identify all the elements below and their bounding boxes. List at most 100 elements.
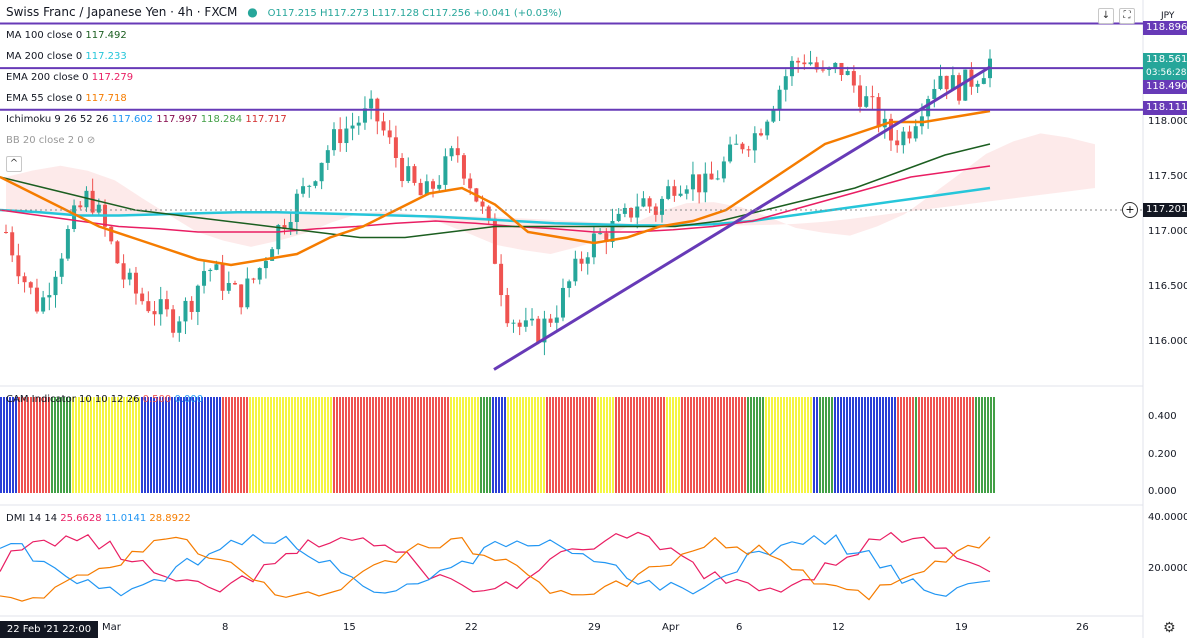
cam-bar	[426, 397, 428, 493]
cam-bar	[579, 397, 581, 493]
cam-bar	[399, 397, 401, 493]
cam-bar	[942, 397, 944, 493]
cam-bar	[930, 397, 932, 493]
cam-bar	[444, 397, 446, 493]
candle-body	[876, 97, 881, 128]
cam-bar	[168, 397, 170, 493]
candle-body	[344, 128, 349, 144]
cam-bar	[360, 397, 362, 493]
ema55-line	[0, 109, 991, 267]
legend-dmi[interactable]: DMI 14 14 25.6628 11.0141 28.8922	[6, 513, 191, 524]
cam-bar	[672, 397, 674, 493]
cam-bar	[321, 397, 323, 493]
candle-body	[158, 299, 163, 315]
candle-body	[511, 322, 516, 324]
eye-icon[interactable]: ●	[247, 5, 258, 19]
cam-bar	[543, 397, 545, 493]
legend-cam[interactable]: CAM Indicator 10 10 12 26 0.500 0.000	[6, 394, 204, 405]
cam-bar	[633, 397, 635, 493]
cam-bar	[69, 397, 71, 493]
cam-bar	[456, 397, 458, 493]
cam-bar	[495, 397, 497, 493]
legend-ma200[interactable]: MA 200 close 0 117.233	[6, 51, 127, 62]
cam-bar	[408, 397, 410, 493]
candle-body	[152, 311, 157, 315]
candle-body	[220, 264, 225, 291]
ema200-line	[0, 165, 991, 233]
cam-bar	[306, 397, 308, 493]
candle-body	[140, 293, 145, 302]
candle-body	[536, 318, 541, 343]
trendline[interactable]	[493, 65, 991, 371]
candle-body	[4, 232, 8, 233]
legend-bb[interactable]: BB 20 close 2 0 ⊘	[6, 135, 96, 146]
cam-bar	[960, 397, 962, 493]
cam-bar	[840, 397, 842, 493]
settings-icon[interactable]: ⚙	[1163, 620, 1176, 636]
candle-body	[461, 155, 466, 179]
cam-bar	[138, 397, 140, 493]
cam-bar	[675, 397, 677, 493]
candle-body	[319, 162, 324, 182]
cam-bar	[483, 397, 485, 493]
candle-body	[715, 178, 720, 180]
candle-body	[307, 185, 312, 187]
cam-bar	[876, 397, 878, 493]
cam-bar	[990, 397, 992, 493]
fullscreen-icon[interactable]: ⛶	[1119, 8, 1135, 24]
candle-body	[53, 276, 58, 296]
cam-bar	[813, 397, 815, 493]
cam-bar	[612, 397, 614, 493]
dmi-line	[0, 536, 991, 602]
time-tick: 6	[736, 622, 743, 633]
cam-bar	[411, 397, 413, 493]
candle-body	[901, 131, 906, 146]
candle-body	[740, 143, 745, 150]
cam-bar	[264, 397, 266, 493]
cam-bar	[6, 397, 8, 493]
cam-bar	[165, 397, 167, 493]
plus-icon[interactable]: +	[1122, 202, 1138, 218]
candle-body	[195, 285, 200, 312]
cam-bar	[939, 397, 941, 493]
cam-bar	[858, 397, 860, 493]
cam-bar	[687, 397, 689, 493]
cam-bar	[297, 397, 299, 493]
eye-off-icon[interactable]: ⊘	[86, 135, 96, 146]
cam-bar	[291, 397, 293, 493]
candle-body	[301, 186, 306, 194]
candle-body	[554, 317, 559, 323]
cam-bar	[420, 397, 422, 493]
cam-tick: 0.000	[1148, 486, 1177, 497]
legend-ichimoku[interactable]: Ichimoku 9 26 52 26 117.602 117.997 118.…	[6, 114, 287, 125]
candle-body	[678, 193, 683, 196]
candle-body	[270, 249, 275, 261]
legend-ema55[interactable]: EMA 55 close 0 117.718	[6, 93, 127, 104]
cam-bar	[207, 397, 209, 493]
candle-body	[932, 88, 937, 99]
collapse-icon[interactable]: ^	[6, 156, 22, 172]
cam-bar	[882, 397, 884, 493]
cam-bar	[384, 397, 386, 493]
cam-bar	[324, 397, 326, 493]
cam-bar	[870, 397, 872, 493]
symbol-title[interactable]: Swiss Franc / Japanese Yen · 4h · FXCM	[6, 5, 238, 19]
cam-bar	[534, 397, 536, 493]
cam-bar	[351, 397, 353, 493]
download-icon[interactable]: ↓	[1098, 8, 1114, 24]
cam-bar	[822, 397, 824, 493]
cam-bar	[699, 397, 701, 493]
cam-bar	[768, 397, 770, 493]
candle-body	[214, 264, 219, 270]
candle-body	[72, 205, 77, 230]
cam-bar	[984, 397, 986, 493]
candle-body	[127, 272, 132, 280]
legend-ema200[interactable]: EMA 200 close 0 117.279	[6, 72, 134, 83]
cam-bar	[132, 397, 134, 493]
legend-ma100[interactable]: MA 100 close 0 117.492	[6, 30, 127, 41]
candle-body	[455, 148, 460, 156]
cam-bar	[621, 397, 623, 493]
candle-body	[171, 309, 176, 333]
candle-body	[641, 198, 646, 207]
